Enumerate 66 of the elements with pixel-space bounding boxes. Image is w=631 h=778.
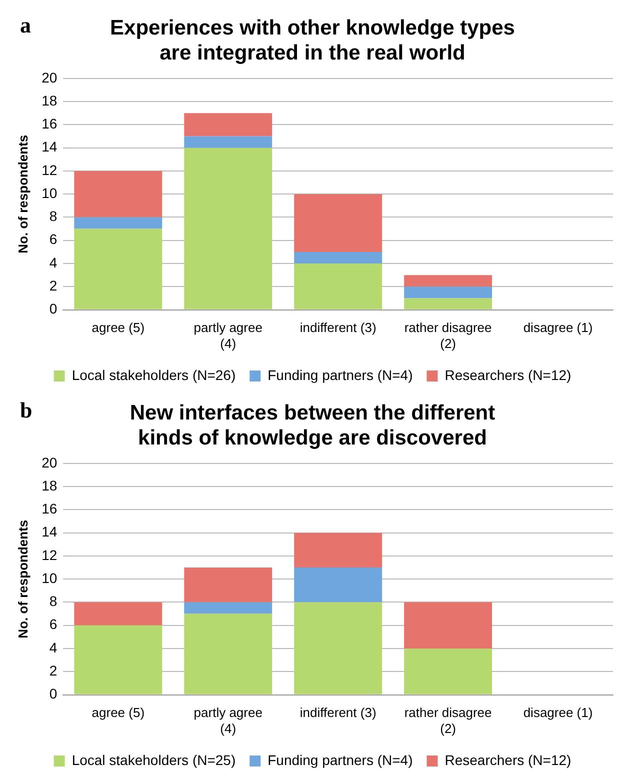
legend-label: Researchers (N=12) (444, 366, 572, 383)
x-tick-label: indifferent (3) (300, 705, 376, 720)
x-tick-label: indifferent (3) (300, 320, 376, 336)
bar (404, 275, 492, 287)
x-tick-label: agree (5) (92, 705, 145, 720)
y-tick-label: 0 (49, 300, 58, 317)
bar (294, 264, 382, 310)
text: a (20, 12, 31, 38)
x-tick-label: agree (5) (92, 320, 145, 336)
bar (404, 286, 492, 298)
y-axis-title: No. of respondents (15, 520, 30, 638)
legend-label: Funding partners (N=4) (268, 366, 413, 383)
x-tick-label: disagree (1) (523, 705, 593, 720)
chart-title: New interfaces between the different kinds of knowledge are discovered (130, 401, 496, 450)
bar (184, 614, 272, 694)
y-tick-label: 18 (42, 92, 58, 108)
legend-label: Local stakeholders (N=25) (72, 752, 236, 768)
y-tick-label: 8 (49, 593, 58, 610)
x-tick-label: rather disagree (2) (404, 705, 492, 736)
y-tick-label: 16 (42, 116, 58, 132)
y-tick-label: 4 (49, 254, 58, 270)
legend-label: Researchers (N=12) (444, 752, 572, 768)
chart-title: Experiences with other knowledge types are integrated in the real world (110, 16, 515, 65)
y-tick-label: 12 (42, 162, 58, 178)
y-tick-label: 2 (49, 662, 58, 679)
y-tick-label: 14 (42, 524, 58, 540)
bar (74, 217, 162, 229)
bar (184, 136, 272, 148)
bar (184, 602, 272, 614)
bar (294, 252, 382, 264)
y-tick-label: 20 (42, 69, 58, 86)
y-tick-label: 6 (49, 616, 58, 632)
y-tick-label: 8 (49, 208, 58, 224)
y-tick-label: 10 (42, 184, 58, 201)
x-tick-label: partly agree (4) (194, 320, 262, 351)
y-tick-label: 10 (42, 570, 58, 586)
text: b (20, 398, 32, 423)
bar (294, 602, 382, 694)
bar (294, 568, 382, 602)
bar (294, 194, 382, 252)
y-tick-label: 12 (42, 546, 58, 563)
bar (184, 113, 272, 136)
y-axis-title: No. of respondents (15, 134, 30, 254)
x-tick-label: disagree (1) (523, 320, 593, 336)
bar (294, 532, 382, 568)
y-tick-label: 0 (49, 686, 58, 702)
y-tick-label: 16 (42, 500, 58, 517)
x-tick-label: rather disagree (2) (404, 320, 492, 351)
bar (74, 602, 162, 626)
bar (74, 625, 162, 694)
y-tick-label: 18 (42, 477, 58, 494)
y-tick-label: 4 (49, 639, 58, 656)
bar (404, 298, 492, 310)
bar (74, 170, 162, 218)
x-tick-label: partly agree (4) (194, 705, 262, 736)
legend-label: Funding partners (N=4) (268, 752, 413, 768)
bar (404, 602, 492, 649)
bar (404, 648, 492, 694)
y-tick-label: 6 (49, 231, 58, 248)
y-tick-label: 2 (49, 278, 58, 294)
bar (184, 148, 272, 310)
legend-label: Local stakeholders (N=26) (72, 366, 236, 383)
bar (74, 228, 162, 310)
y-tick-label: 14 (42, 138, 58, 155)
bar (184, 568, 272, 602)
y-tick-label: 20 (42, 454, 58, 470)
